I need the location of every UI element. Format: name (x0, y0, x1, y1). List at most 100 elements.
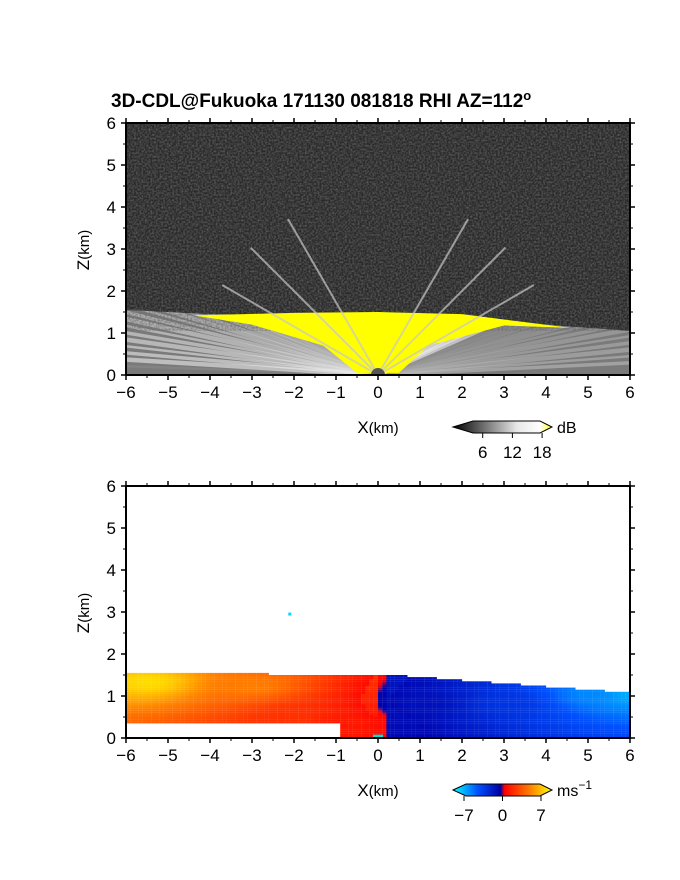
velocity-cell (445, 700, 450, 703)
velocity-cell (457, 710, 463, 713)
velocity-cell (264, 685, 269, 688)
velocity-cell (474, 727, 479, 730)
velocity-cell (399, 708, 404, 711)
velocity-cell (462, 700, 467, 703)
velocity-cell (239, 689, 244, 692)
x-tick-label: −3 (242, 383, 261, 402)
velocity-cell (445, 708, 450, 711)
velocity-cell (268, 677, 274, 680)
velocity-cell (499, 698, 505, 701)
velocity-cell (529, 731, 534, 734)
velocity-cell (172, 721, 177, 724)
velocity-cell (277, 717, 282, 720)
velocity-cell (205, 704, 211, 707)
velocity-cell (411, 708, 416, 711)
velocity-cell (617, 725, 622, 728)
velocity-cell (134, 685, 139, 688)
velocity-cell (373, 719, 379, 722)
velocity-cell (310, 710, 316, 713)
velocity-cell (239, 698, 244, 701)
velocity-cell (550, 712, 555, 715)
velocity-cell (277, 683, 282, 686)
velocity-cell (159, 681, 164, 684)
velocity-cell (252, 712, 257, 715)
velocity-cell (197, 710, 202, 713)
velocity-cell (285, 691, 290, 694)
velocity-cell (588, 727, 593, 730)
velocity-cell (281, 702, 286, 705)
velocity-cell (504, 683, 509, 686)
beam-streak (377, 314, 630, 375)
velocity-cell (331, 696, 337, 699)
velocity-cell (147, 717, 152, 720)
velocity-cell (420, 706, 425, 709)
velocity-cell (441, 719, 446, 722)
velocity-cell (516, 687, 521, 690)
velocity-cell (390, 729, 395, 732)
velocity-cell (529, 693, 534, 697)
velocity-cell (130, 687, 135, 690)
velocity-cell (415, 698, 421, 701)
velocity-cell (512, 687, 517, 690)
velocity-cell (193, 672, 198, 676)
velocity-cell (336, 721, 341, 724)
velocity-cell (621, 714, 626, 718)
velocity-cell (533, 733, 538, 736)
velocity-cell (256, 717, 261, 720)
velocity-cell (394, 725, 400, 728)
velocity-colorbar-unit-exp: −1 (578, 778, 592, 792)
velocity-cell (411, 696, 416, 699)
velocity-cell (428, 677, 433, 680)
velocity-cell (491, 721, 496, 724)
velocity-cell (210, 687, 215, 690)
velocity-cell (352, 677, 358, 680)
velocity-cell (126, 672, 131, 676)
velocity-cell (142, 706, 148, 709)
velocity-cell (323, 675, 328, 678)
velocity-cell (394, 731, 400, 734)
velocity-cell (432, 731, 437, 734)
velocity-cell (558, 708, 563, 711)
velocity-cell (365, 706, 370, 709)
velocity-cell (457, 681, 463, 684)
velocity-cell (495, 702, 500, 705)
velocity-cell (336, 717, 341, 720)
velocity-cell (457, 689, 463, 692)
velocity-cell (352, 717, 358, 720)
beam-streak (126, 345, 379, 375)
velocity-cell (474, 725, 479, 728)
velocity-cell (575, 708, 580, 711)
x-tick-label: −3 (242, 746, 261, 765)
velocity-cell (231, 681, 236, 684)
velocity-cell (621, 704, 626, 707)
velocity-cell (210, 710, 215, 713)
velocity-cell (588, 710, 593, 713)
velocity-cell (445, 689, 450, 692)
velocity-cell (537, 733, 542, 736)
velocity-cell (621, 729, 626, 732)
velocity-cell (399, 725, 404, 728)
velocity-cell (491, 691, 496, 694)
velocity-cell (310, 708, 316, 711)
velocity-cell (600, 696, 605, 699)
velocity-cell (474, 683, 479, 686)
velocity-cell (226, 675, 232, 678)
velocity-cell (424, 677, 429, 680)
velocity-cell (331, 704, 337, 707)
velocity-cell (357, 723, 362, 726)
velocity-cell (441, 685, 446, 688)
velocity-cell (445, 679, 450, 682)
velocity-cell (567, 710, 572, 713)
velocity-cell (289, 679, 295, 682)
velocity-cell (373, 714, 379, 718)
velocity-cell (596, 717, 601, 720)
velocity-cell (562, 721, 568, 724)
velocity-cell (281, 685, 286, 688)
velocity-cell (176, 698, 181, 701)
velocity-cell (298, 696, 303, 699)
velocity-cell (243, 683, 248, 686)
velocity-cell (315, 677, 320, 680)
velocity-cell (189, 683, 194, 686)
velocity-cell (327, 706, 332, 709)
velocity-cell (205, 681, 211, 684)
